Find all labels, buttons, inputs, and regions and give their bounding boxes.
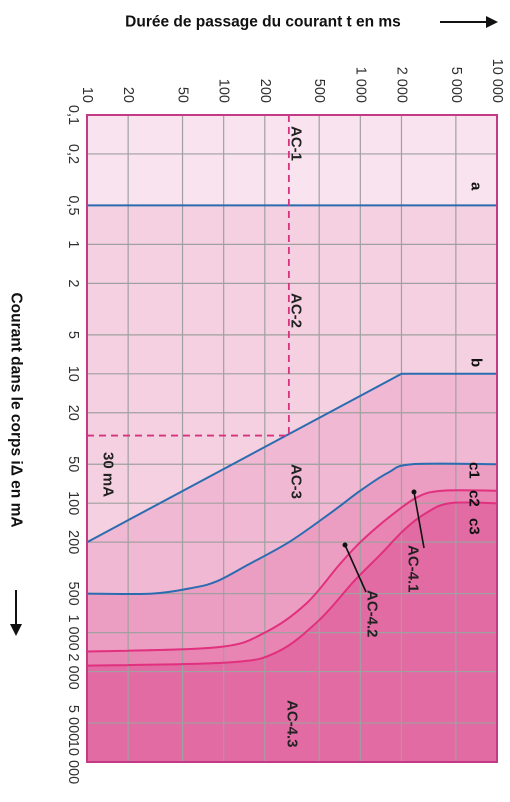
zone-label-ac-3: AC-3 (288, 464, 305, 499)
tick-label-current: 50 (65, 456, 81, 472)
zone-label-ac-4-1: AC-4.1 (405, 545, 422, 593)
tick-label-current: 2 000 (65, 653, 81, 689)
pointer-dot-ac-4-2 (342, 542, 348, 548)
zone-label-ac-4-3: AC-4.3 (284, 700, 301, 748)
tick-label-current: 1 (65, 240, 81, 248)
tick-label-current: 500 (65, 582, 81, 606)
tick-label-current: 10 (65, 366, 81, 382)
zone-label-ac-4-2: AC-4.2 (364, 590, 381, 638)
tick-labels: 0,1 0,2 0,5 1 2 5 10 20 50 100 200 500 1 000 2 000 5 0… (65, 59, 505, 785)
chart-frame (86, 114, 498, 763)
pointer-ac-4-1 (413, 491, 425, 549)
label-30ma: 30 mA (100, 452, 117, 497)
y-axis-title: Durée de passage du courant t en ms (125, 14, 401, 31)
tick-label-duration: 1 000 (352, 67, 368, 103)
series-line-c1 (86, 462, 498, 596)
tick-label-current: 0,2 (65, 144, 81, 164)
series-line-c3 (86, 501, 498, 667)
tick-label-duration: 5 000 (448, 67, 464, 103)
pointer-dot-ac-4-1 (411, 489, 417, 495)
tick-label-current: 2 (65, 279, 81, 287)
x-axis-title: Courant dans le corps iΔ en mA (8, 292, 25, 527)
tick-label-duration: 200 (257, 79, 273, 103)
tick-label-current: 20 (65, 405, 81, 421)
tick-label-duration: 500 (311, 79, 327, 103)
tick-label-current: 10 000 (65, 740, 81, 784)
axis-titles: Courant dans le corps iΔ en mA Durée de p… (8, 14, 498, 636)
tick-label-current: 5 000 (65, 705, 81, 741)
zone-label-ac-1: AC-1 (288, 126, 305, 161)
series-line-c2 (86, 489, 498, 653)
zone-ac-1 (87, 115, 497, 206)
tick-label-current: 5 (65, 331, 81, 339)
pointer-ac-4-2 (344, 544, 367, 593)
y-axis-arrow-head (486, 16, 498, 28)
tick-label-current: 0,1 (65, 105, 81, 125)
tick-label-duration: 100 (216, 79, 232, 103)
x-axis-arrow-head (10, 624, 22, 636)
tick-label-duration: 20 (120, 87, 136, 103)
series-line-b (86, 372, 497, 544)
chart-labels: AC-1 AC-2 AC-3 30 mA AC-4.1 AC-4.2 AC-4.3 a b c1 c… (100, 126, 485, 748)
tick-label-duration: 10 000 (489, 59, 505, 103)
curve-label-c1: c1 (466, 462, 483, 479)
plot-frame (86, 114, 498, 763)
chart-series (86, 204, 498, 667)
tick-label-current: 0,5 (65, 195, 81, 215)
reference-30ma (87, 115, 290, 437)
curve-label-c3: c3 (466, 518, 483, 535)
curve-label-b: b (468, 358, 485, 367)
tick-label-duration: 2 000 (393, 67, 409, 103)
tick-label-current: 100 (65, 491, 81, 515)
curve-label-c2: c2 (466, 490, 483, 507)
tick-label-duration: 10 (79, 87, 95, 103)
tick-label-duration: 50 (175, 87, 191, 103)
zone-label-ac-2: AC-2 (288, 293, 305, 328)
tick-label-current: 200 (65, 530, 81, 554)
curve-label-a: a (468, 182, 485, 191)
tick-label-current: 1 000 (65, 614, 81, 650)
